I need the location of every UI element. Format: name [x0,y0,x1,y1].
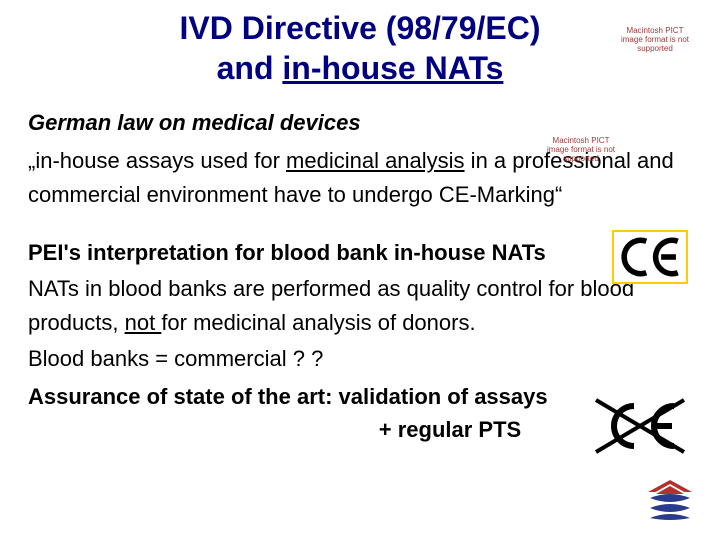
body-nats-quality: NATs in blood banks are performed as qua… [28,272,692,340]
ce-mark-small [612,230,688,284]
title-line-2-underlined: in-house NATs [282,50,503,86]
ce-mark-icon [614,232,686,282]
body-blood-banks: Blood banks = commercial ? ? [28,342,692,376]
subheading-german-law: German law on medical devices [28,110,692,136]
slide-title: IVD Directive (98/79/EC) and in-house NA… [28,8,692,88]
body2-not: not [125,310,162,335]
missing-image-placeholder-2: Macintosh PICT image format is not suppo… [542,136,620,164]
ce-mark-crossed-icon [594,396,686,456]
quote-part-open: „in-house assays used for [28,148,286,173]
missing-image-placeholder-1: Macintosh PICT image format is not suppo… [616,26,694,54]
body2-part2: for medicinal analysis of donors. [161,310,475,335]
quote-underlined: medicinal analysis [286,148,465,173]
pei-logo-icon [644,478,696,522]
subheading-pei: PEI's interpretation for blood bank in-h… [28,240,692,266]
title-line-2: and in-house NATs [28,48,692,88]
slide: IVD Directive (98/79/EC) and in-house NA… [0,0,720,540]
pei-logo [644,478,696,522]
ce-mark-crossed [594,396,686,456]
title-line-1: IVD Directive (98/79/EC) [28,8,692,48]
body-assurance: Assurance of state of the art: validatio… [28,380,692,414]
body-pts: + regular PTS [28,417,692,443]
title-line-2-plain: and [217,50,283,86]
